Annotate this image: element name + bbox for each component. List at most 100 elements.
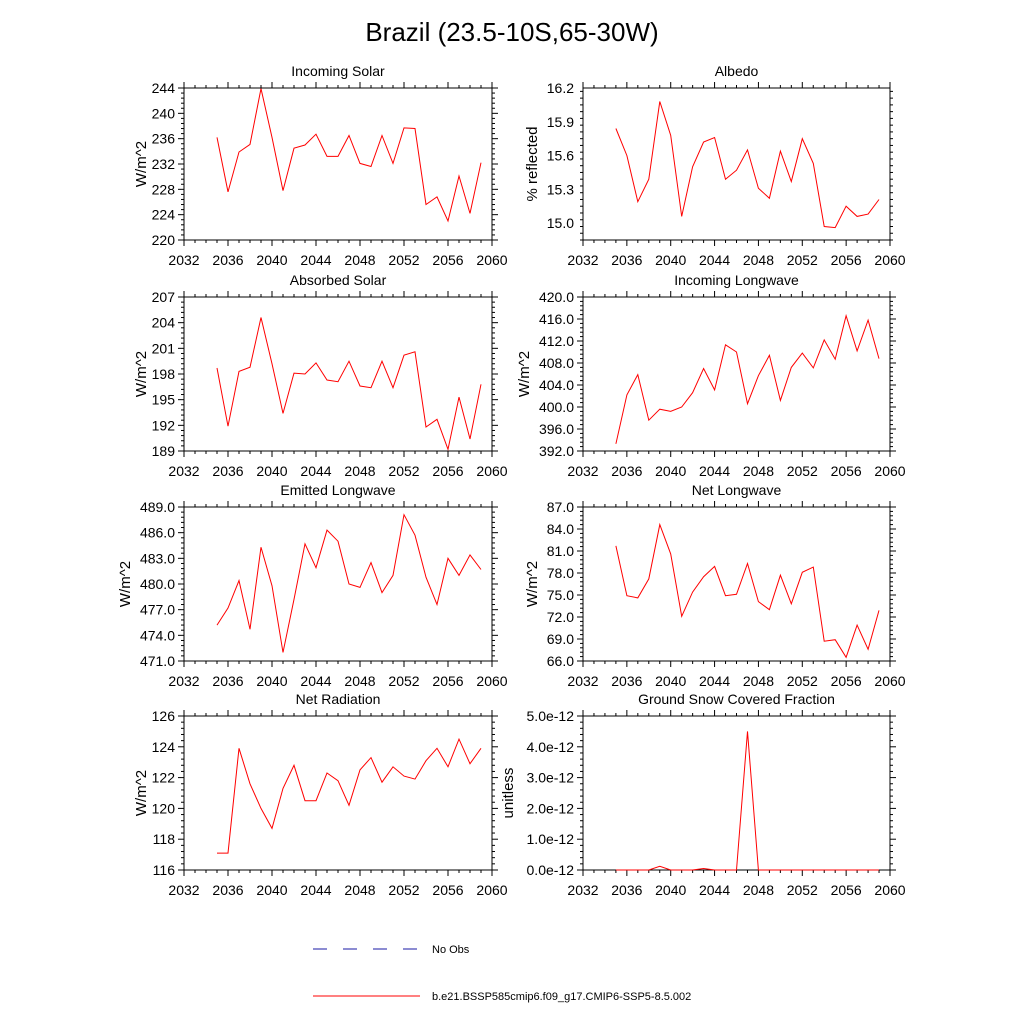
x-tick-label: 2040	[655, 252, 686, 268]
y-tick-label: 2.0e-12	[527, 800, 575, 816]
y-tick-label: 396.0	[539, 421, 574, 437]
x-tick-label: 2048	[344, 882, 375, 898]
panel-3: 2032 2036 2040 2044 2048 2052 2056 2060 189 192 19…	[133, 272, 508, 479]
panel-title: Incoming Solar	[291, 63, 385, 79]
y-tick-label: 78.0	[547, 565, 574, 581]
x-tick-label: 2036	[611, 252, 642, 268]
x-tick-label: 2032	[168, 673, 199, 689]
y-tick-label: 5.0e-12	[527, 708, 575, 724]
y-axis-label: W/m^2	[524, 561, 541, 607]
x-tick-label: 2032	[567, 882, 598, 898]
y-tick-label: 1.0e-12	[527, 831, 575, 847]
y-tick-label: 204	[152, 315, 176, 331]
x-tick-label: 2060	[874, 463, 905, 479]
y-axis-label: W/m^2	[516, 351, 533, 397]
x-tick-label: 2060	[476, 673, 507, 689]
panel-6: 2032 2036 2040 2044 2048 2052 2056 2060 66.0 69.0…	[524, 482, 906, 689]
x-tick-label: 2040	[655, 673, 686, 689]
y-tick-label: 483.0	[140, 550, 175, 566]
legend-model-label: b.e21.BSSP585cmip6.f09_g17.CMIP6-SSP5-8.…	[432, 991, 691, 1003]
series-line	[615, 522, 880, 659]
y-tick-label: 75.0	[547, 587, 574, 603]
x-tick-label: 2044	[699, 673, 730, 689]
x-tick-label: 2060	[476, 463, 507, 479]
x-tick-label: 2048	[743, 463, 774, 479]
x-tick-label: 2040	[256, 882, 287, 898]
x-tick-label: 2032	[567, 252, 598, 268]
y-tick-label: 228	[152, 181, 176, 197]
y-tick-label: 489.0	[140, 499, 175, 515]
y-tick-label: 198	[152, 366, 176, 382]
x-tick-label: 2040	[256, 252, 287, 268]
panel-5: 2032 2036 2040 2044 2048 2052 2056 2060 471.0 474…	[117, 482, 508, 689]
panel-title: Albedo	[715, 63, 759, 79]
plot-frame	[582, 296, 891, 452]
y-tick-label: 3.0e-12	[527, 770, 575, 786]
series-line	[216, 317, 482, 452]
x-tick-label: 2032	[567, 463, 598, 479]
y-tick-label: 15.6	[547, 148, 574, 164]
x-tick-label: 2048	[344, 673, 375, 689]
y-tick-label: 236	[152, 131, 176, 147]
y-tick-label: 69.0	[547, 631, 574, 647]
y-tick-label: 207	[152, 289, 176, 305]
x-tick-label: 2056	[831, 673, 862, 689]
panels-group: 2032 2036 2040 2044 2048 2052 2056 2060 220 224 22…	[117, 63, 906, 898]
x-tick-label: 2040	[256, 463, 287, 479]
y-tick-label: 84.0	[547, 521, 574, 537]
y-tick-label: 201	[152, 340, 176, 356]
panel-1: 2032 2036 2040 2044 2048 2052 2056 2060 220 224 22…	[133, 63, 508, 268]
y-tick-label: 189	[152, 443, 176, 459]
panel-title: Incoming Longwave	[674, 272, 799, 288]
x-tick-label: 2044	[699, 882, 730, 898]
x-tick-label: 2048	[743, 882, 774, 898]
legend-no-obs-label: No Obs	[432, 944, 470, 956]
plot-frame	[582, 506, 891, 662]
x-tick-label: 2044	[699, 463, 730, 479]
y-tick-label: 474.0	[140, 627, 175, 643]
y-tick-label: 15.0	[547, 215, 574, 231]
x-tick-label: 2032	[168, 463, 199, 479]
x-tick-label: 2044	[300, 673, 331, 689]
x-tick-label: 2044	[699, 252, 730, 268]
legend: No Obs b.e21.BSSP585cmip6.f09_g17.CMIP6-…	[313, 944, 691, 1003]
x-tick-label: 2052	[388, 463, 419, 479]
x-tick-label: 2052	[787, 882, 818, 898]
x-tick-label: 2052	[787, 673, 818, 689]
y-tick-label: 15.9	[547, 114, 574, 130]
x-tick-label: 2036	[611, 463, 642, 479]
y-tick-label: 420.0	[539, 289, 574, 305]
y-tick-label: 116	[153, 862, 176, 878]
x-tick-label: 2048	[743, 673, 774, 689]
x-tick-label: 2036	[611, 882, 642, 898]
x-tick-label: 2032	[567, 673, 598, 689]
x-tick-label: 2056	[831, 463, 862, 479]
y-tick-label: 392.0	[539, 443, 574, 459]
series-line	[216, 88, 482, 223]
x-tick-label: 2040	[655, 463, 686, 479]
x-tick-label: 2056	[432, 463, 463, 479]
y-tick-label: 480.0	[140, 576, 175, 592]
y-tick-label: 4.0e-12	[527, 739, 575, 755]
y-tick-label: 122	[152, 770, 176, 786]
y-tick-label: 244	[152, 80, 176, 96]
x-tick-label: 2036	[212, 882, 243, 898]
y-tick-label: 408.0	[539, 355, 574, 371]
x-tick-label: 2056	[831, 882, 862, 898]
series-line	[615, 731, 879, 871]
x-tick-label: 2060	[874, 882, 905, 898]
y-axis-label: W/m^2	[133, 141, 150, 187]
x-tick-label: 2048	[743, 252, 774, 268]
y-tick-label: 195	[152, 392, 176, 408]
y-tick-label: 15.3	[547, 181, 574, 197]
y-tick-label: 224	[152, 207, 176, 223]
panel-title: Net Radiation	[296, 691, 381, 707]
x-tick-label: 2060	[476, 252, 507, 268]
panel-title: Absorbed Solar	[290, 272, 387, 288]
y-tick-label: 220	[152, 232, 176, 248]
x-tick-label: 2036	[212, 252, 243, 268]
plot-frame	[183, 296, 493, 452]
panel-7: 2032 2036 2040 2044 2048 2052 2056 2060 116 118 12…	[133, 691, 508, 898]
y-tick-label: 412.0	[539, 333, 574, 349]
y-tick-label: 232	[152, 156, 176, 172]
